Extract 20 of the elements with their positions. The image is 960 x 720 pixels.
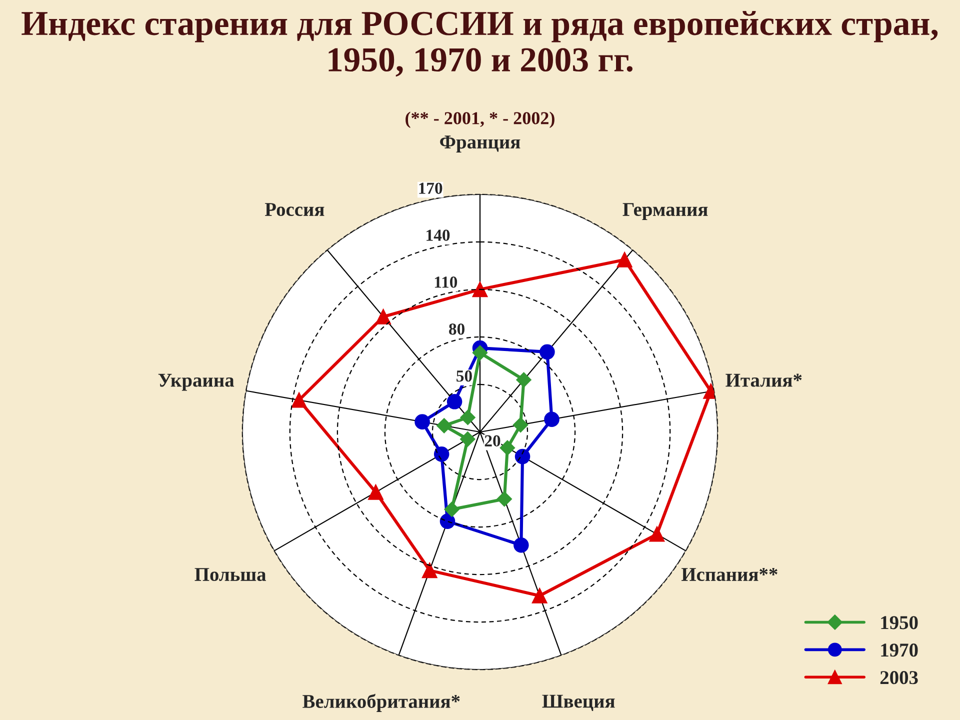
legend-label: 1970 bbox=[881, 644, 918, 657]
y-tick-label: 110 bbox=[434, 276, 458, 288]
legend-label: 1950 bbox=[881, 616, 918, 630]
y-tick-label: 170 bbox=[419, 182, 442, 194]
chart-title: Индекс старения для РОССИИ и ряда европейских стран, 1950, 1970 и 2003 гг. bbox=[22, 10, 938, 77]
spoke-label: Италия* bbox=[726, 374, 802, 387]
legend-label: 2003 bbox=[880, 671, 918, 684]
y-tick-label: 140 bbox=[426, 230, 450, 241]
chart-subtitle: (** - 2001, * - 2002) bbox=[406, 112, 554, 128]
spoke-label: Украина bbox=[158, 374, 234, 391]
spoke-label: Польша bbox=[194, 568, 266, 582]
spoke-label: Франция bbox=[440, 136, 520, 153]
y-tick-label: 50 bbox=[456, 370, 472, 382]
spoke-label: Испания** bbox=[681, 568, 778, 582]
spoke-label: Россия bbox=[264, 203, 324, 216]
spoke-label: Швеция bbox=[542, 694, 615, 711]
spoke-label: Германия bbox=[622, 203, 708, 220]
spoke-label: Великобритания* bbox=[302, 694, 460, 712]
y-tick-label: 80 bbox=[449, 323, 464, 335]
y-tick-label: 20 bbox=[484, 435, 500, 447]
